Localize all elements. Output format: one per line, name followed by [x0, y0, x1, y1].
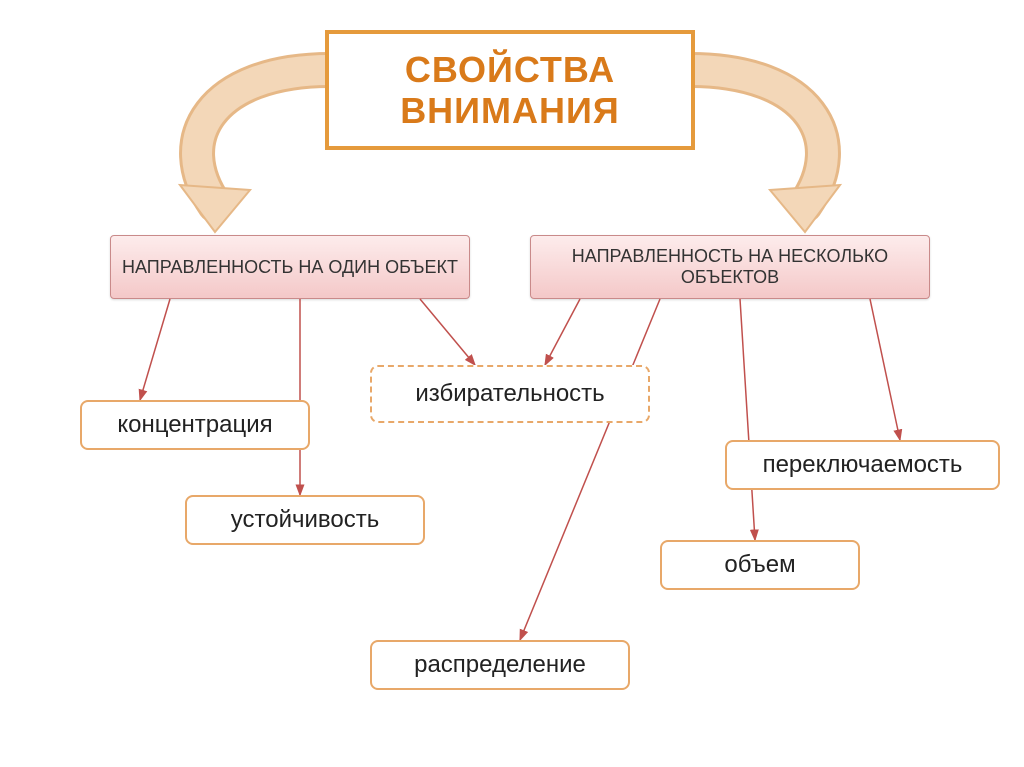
- title-line2: ВНИМАНИЯ: [400, 90, 620, 131]
- leaf-label: объем: [724, 551, 795, 579]
- leaf-label: концентрация: [117, 411, 272, 439]
- leaf-label: устойчивость: [231, 506, 379, 534]
- category-label: НАПРАВЛЕННОСТЬ НА ОДИН ОБЪЕКТ: [122, 257, 458, 278]
- category-single-object: НАПРАВЛЕННОСТЬ НА ОДИН ОБЪЕКТ: [110, 235, 470, 299]
- edge-line: [545, 299, 580, 365]
- category-label: НАПРАВЛЕННОСТЬ НА НЕСКОЛЬКО ОБЪЕКТОВ: [541, 246, 919, 288]
- leaf-selectivity: избирательность: [370, 365, 650, 423]
- curved-arrow-left: [180, 70, 330, 232]
- leaf-switch: переключаемость: [725, 440, 1000, 490]
- edge-line: [870, 299, 900, 440]
- leaf-concentration: концентрация: [80, 400, 310, 450]
- diagram-canvas: СВОЙСТВА ВНИМАНИЯ НАПРАВЛЕННОСТЬ НА ОДИН…: [0, 0, 1024, 767]
- edge-line: [420, 299, 475, 365]
- title-box: СВОЙСТВА ВНИМАНИЯ: [325, 30, 695, 150]
- leaf-volume: объем: [660, 540, 860, 590]
- edge-line: [740, 299, 755, 540]
- category-multi-object: НАПРАВЛЕННОСТЬ НА НЕСКОЛЬКО ОБЪЕКТОВ: [530, 235, 930, 299]
- leaf-label: переключаемость: [763, 451, 963, 479]
- leaf-label: избирательность: [415, 380, 604, 408]
- leaf-label: распределение: [414, 651, 586, 679]
- title-line1: СВОЙСТВА: [400, 49, 620, 90]
- leaf-stability: устойчивость: [185, 495, 425, 545]
- edge-line: [520, 299, 660, 640]
- leaf-distribution: распределение: [370, 640, 630, 690]
- curved-arrow-right: [690, 70, 840, 232]
- edge-line: [140, 299, 170, 400]
